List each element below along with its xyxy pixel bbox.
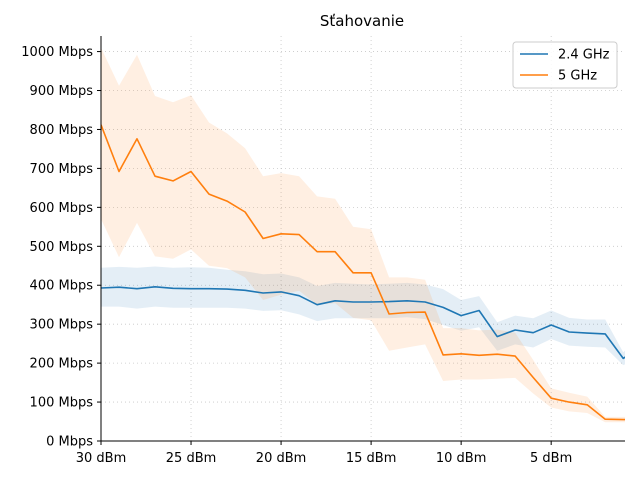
x-tick-label: 25 dBm <box>166 451 217 466</box>
x-tick-label: 15 dBm <box>346 451 397 466</box>
y-tick-label: 1000 Mbps <box>21 45 93 60</box>
y-tick-label: 200 Mbps <box>30 357 94 372</box>
axes <box>97 36 625 445</box>
y-tick-label: 400 Mbps <box>30 279 94 294</box>
confidence-bands <box>101 47 625 423</box>
x-tick-label: 20 dBm <box>256 451 307 466</box>
y-tick-label: 500 Mbps <box>30 240 94 255</box>
series-band-1 <box>101 266 625 366</box>
y-tick-label: 0 Mbps <box>46 435 93 450</box>
y-tick-label: 700 Mbps <box>30 162 94 177</box>
legend: 2.4 GHz 5 GHz <box>512 41 618 89</box>
y-tick-label: 900 Mbps <box>30 84 94 99</box>
legend-label-1: 2.4 GHz <box>558 48 610 63</box>
y-tick-label: 600 Mbps <box>30 201 94 216</box>
chart-title: Sťahovanie <box>320 12 404 30</box>
x-tick-label: 10 dBm <box>436 451 487 466</box>
series-band-2 <box>101 47 625 423</box>
x-tick-label: 5 dBm <box>530 451 572 466</box>
legend-label-2: 5 GHz <box>558 69 597 84</box>
y-tick-label: 100 Mbps <box>30 396 94 411</box>
series-line-1 <box>101 285 625 360</box>
series-line-2 <box>101 124 625 421</box>
x-tick-label: 30 dBm <box>76 451 127 466</box>
y-tick-label: 800 Mbps <box>30 123 94 138</box>
series-lines <box>101 124 625 421</box>
y-tick-label: 300 Mbps <box>30 318 94 333</box>
tick-labels: 0 Mbps 100 Mbps 200 Mbps 300 Mbps 400 Mbps 50… <box>21 45 572 466</box>
